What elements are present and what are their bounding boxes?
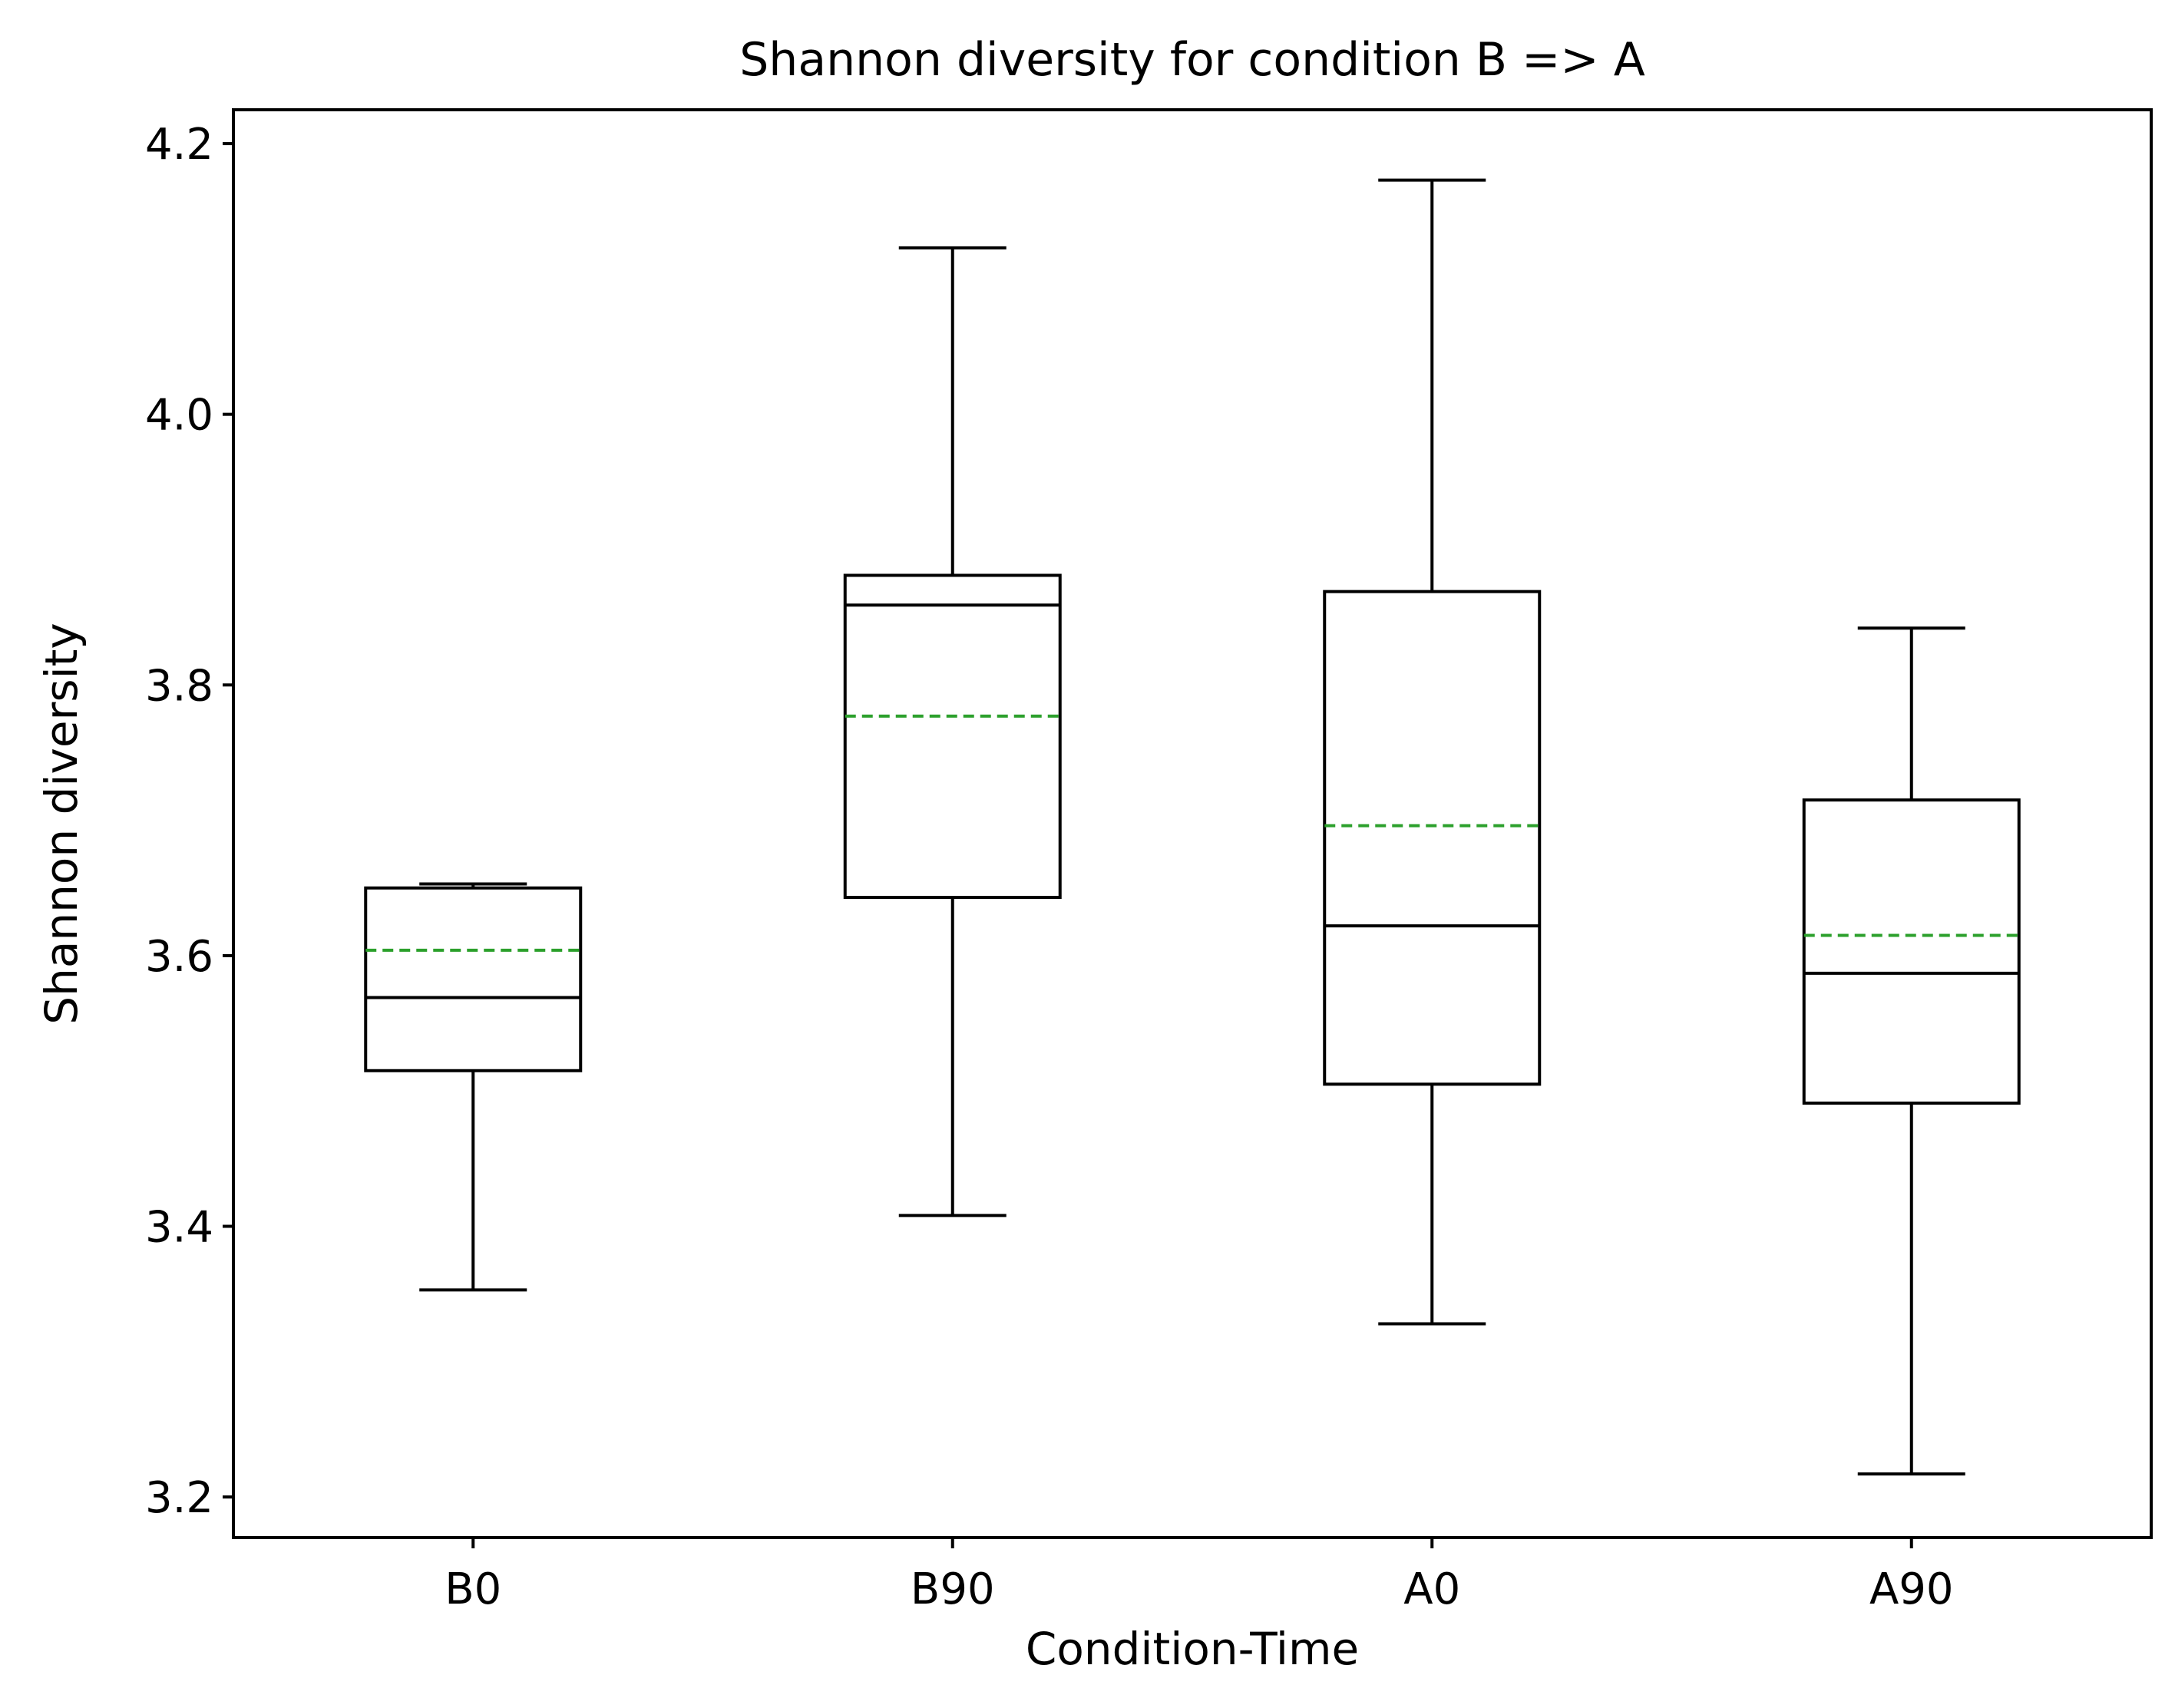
box-series [364,178,2021,1476]
x-tick-label: B90 [911,1564,995,1614]
x-tick-label: A0 [1403,1564,1460,1614]
x-axis-label: Condition-Time [1026,1623,1359,1675]
y-tick-label: 3.8 [145,661,213,711]
y-axis-label: Shannon diversity [35,623,88,1025]
box-body [843,573,1062,900]
y-axis-ticks: 3.2 3.4 3.6 3.8 4.0 4.2 [145,120,233,1523]
y-tick-label: 4.2 [145,120,213,170]
x-axis-ticks: B0 B90 A0 A90 [445,1538,1954,1614]
x-tick-label: B0 [445,1564,501,1614]
y-tick-label: 4.0 [145,391,213,441]
y-tick-label: 3.6 [145,932,213,982]
box-b90 [843,246,1062,1217]
x-tick-label: A90 [1869,1564,1954,1614]
box-body [364,886,583,1072]
plot-frame [232,108,2153,1539]
box-a90 [1802,626,2021,1476]
box-a0 [1323,178,1542,1326]
y-tick-label: 3.4 [145,1203,213,1253]
box-body [1802,798,2021,1105]
box-body [1323,590,1542,1086]
box-b0 [364,882,583,1292]
y-tick-label: 3.2 [145,1473,213,1523]
chart-title: Shannon diversity for condition B => A [739,33,1645,87]
